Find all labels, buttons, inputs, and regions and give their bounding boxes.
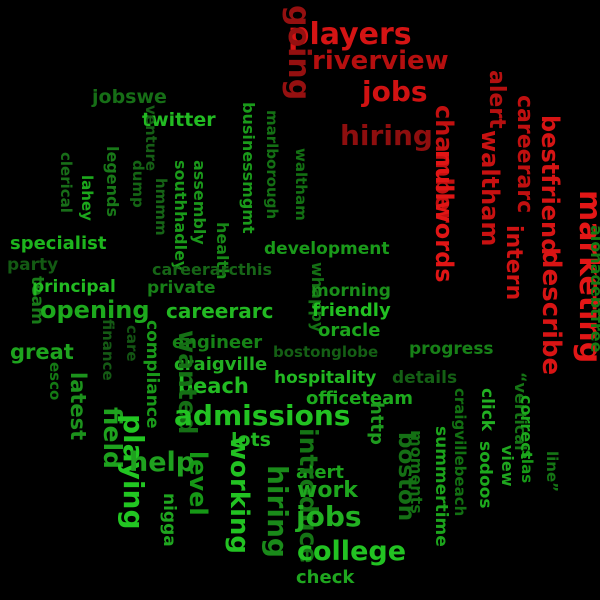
word-assembly: assembly (190, 160, 209, 245)
word-twitter: twitter (142, 109, 216, 131)
word-businessmgmt: businessmgmt (239, 102, 258, 234)
word-nullwords: nullwords (430, 150, 458, 283)
word-admissions: admissions (174, 399, 351, 432)
word-esco: esco (46, 362, 64, 401)
word-officeteam: officeteam (306, 388, 414, 409)
word-http: http (366, 402, 387, 445)
word-bostonglobe: bostonglobe (273, 343, 379, 361)
word-hospitality: hospitality (274, 368, 377, 388)
word-players: players (288, 17, 412, 52)
word-friendly: friendly (312, 300, 391, 321)
word-nigga: nigga (159, 493, 179, 547)
word-college: college (297, 536, 407, 567)
word-moments: moments (407, 430, 426, 514)
word-check: check (296, 567, 355, 588)
word-careerarc: careerarc (512, 95, 537, 214)
word-craigvillebeach: craigvillebeach (451, 388, 469, 517)
word-progress: progress (409, 339, 494, 359)
word-legends: legends (103, 146, 122, 218)
word-oracle: oracle (318, 320, 381, 341)
word-care: care (123, 325, 141, 362)
word-correct: correct (517, 395, 536, 460)
word-sodoos: sodoos (475, 441, 495, 509)
word-southhadley: southhadley (171, 160, 190, 272)
word-development: development (264, 239, 390, 259)
word-riverview: riverview (312, 46, 449, 76)
word-bestfriend: bestfriend (536, 115, 564, 256)
word-private: private (147, 278, 216, 298)
word-alert: alert (296, 462, 345, 483)
word-summertime: summertime (431, 426, 451, 547)
word-lots: lots (231, 429, 271, 451)
word-morning: morning (311, 281, 391, 301)
word-line: line” (543, 451, 561, 492)
word-principal: principal (32, 277, 116, 297)
word-careerarc: careerarc (166, 299, 274, 323)
word-finance: finance (99, 319, 117, 381)
word-level: level (184, 451, 212, 516)
word-alohadebtfree: alohadebtfree (587, 225, 600, 353)
word-party: party (7, 255, 59, 275)
word-clerical: clerical (57, 152, 75, 213)
word-latest: latest (66, 372, 90, 441)
word-working: working (224, 436, 254, 555)
word-craigville: craigville (174, 354, 268, 375)
word-waltham: waltham (292, 148, 310, 221)
word-jobs: jobs (296, 500, 362, 533)
word-engineer: engineer (172, 332, 263, 353)
word-great: great (10, 340, 74, 364)
word-specialist: specialist (10, 233, 107, 254)
word-lahey: lahey (78, 175, 96, 221)
word-jobs: jobs (362, 75, 428, 108)
word-compliance: compliance (142, 320, 162, 429)
word-details: details (392, 368, 458, 388)
word-beach: beach (178, 374, 249, 398)
word-click: click (477, 388, 497, 432)
word-intern: intern (501, 225, 526, 301)
word-dump: dump (129, 160, 147, 208)
word-jobswe: jobswe (92, 86, 167, 108)
word-alert: alert (484, 70, 509, 129)
word-work: work (297, 478, 358, 503)
word-view: view (498, 445, 517, 487)
word-opening: opening (40, 296, 150, 324)
word-waltham: waltham (476, 130, 504, 247)
word-going: going (281, 5, 316, 101)
word-marlborough: marlborough (263, 110, 281, 220)
word-careerarcthis: careerarcthis (152, 260, 272, 279)
word-hmmm: hmmm (152, 178, 170, 236)
word-help: help (129, 447, 196, 478)
word-describe: describe (536, 250, 566, 376)
word-hiring: hiring (340, 119, 433, 152)
word-hiring: hiring (261, 465, 294, 558)
